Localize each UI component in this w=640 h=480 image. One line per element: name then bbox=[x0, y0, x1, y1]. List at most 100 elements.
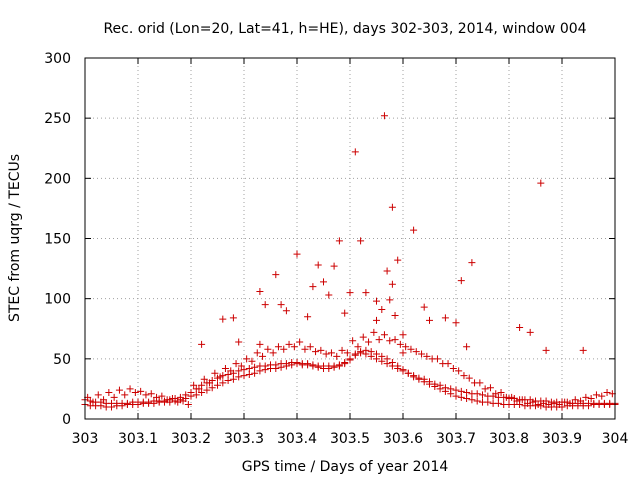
data-point-marker bbox=[335, 362, 343, 370]
data-point-marker bbox=[296, 338, 304, 346]
data-point-marker bbox=[380, 112, 388, 120]
y-tick-label: 50 bbox=[53, 352, 71, 368]
y-tick-label: 250 bbox=[44, 111, 71, 127]
x-tick-label: 303.6 bbox=[383, 431, 423, 447]
data-point-marker bbox=[229, 375, 237, 383]
data-point-marker bbox=[373, 316, 380, 324]
data-point-marker bbox=[314, 363, 322, 371]
data-point-marker bbox=[365, 338, 373, 346]
data-point-marker bbox=[251, 369, 259, 377]
data-point-marker bbox=[174, 398, 182, 406]
data-point-marker bbox=[198, 389, 206, 397]
data-point-marker bbox=[256, 287, 264, 295]
data-point-marker bbox=[566, 399, 574, 407]
data-point-marker bbox=[399, 331, 407, 339]
data-point-marker bbox=[269, 349, 277, 357]
data-point-marker bbox=[108, 403, 115, 411]
data-point-marker bbox=[304, 361, 312, 369]
data-point-marker bbox=[179, 397, 187, 405]
data-point-marker bbox=[426, 316, 433, 324]
y-tick-label: 0 bbox=[62, 412, 71, 428]
data-point-marker bbox=[410, 226, 418, 234]
data-point-marker bbox=[110, 393, 118, 401]
data-point-marker bbox=[468, 259, 476, 267]
data-point-marker bbox=[256, 340, 264, 348]
data-point-marker bbox=[282, 362, 290, 370]
data-point-marker bbox=[341, 309, 349, 317]
data-point-marker bbox=[158, 392, 166, 400]
data-point-marker bbox=[243, 355, 251, 363]
data-point-marker bbox=[587, 395, 595, 403]
data-point-marker bbox=[529, 398, 537, 406]
data-point-marker bbox=[214, 381, 221, 389]
data-point-marker bbox=[219, 379, 227, 387]
data-point-marker bbox=[150, 399, 158, 407]
data-point-marker bbox=[235, 367, 243, 375]
data-point-marker bbox=[391, 312, 399, 320]
data-point-marker bbox=[280, 345, 288, 353]
data-point-marker bbox=[288, 361, 296, 369]
data-point-marker bbox=[603, 389, 611, 397]
data-point-marker bbox=[240, 366, 248, 374]
data-point-marker bbox=[118, 402, 126, 410]
data-point-marker bbox=[327, 349, 335, 357]
data-point-marker bbox=[187, 392, 195, 400]
data-point-marker bbox=[293, 360, 301, 368]
x-tick-label: 303.8 bbox=[489, 431, 529, 447]
data-point-marker bbox=[290, 343, 298, 351]
tick-label-layer: 303 303.1 303.2 303.3 303.4 303.5 303.6 303.7 30… bbox=[44, 51, 628, 447]
data-point-marker bbox=[513, 397, 521, 405]
data-point-marker bbox=[272, 364, 280, 372]
data-point-marker bbox=[100, 396, 108, 404]
data-point-marker bbox=[420, 378, 428, 386]
data-point-marker bbox=[441, 387, 449, 395]
data-point-marker bbox=[131, 389, 139, 397]
data-point-marker bbox=[97, 402, 105, 410]
data-point-marker bbox=[516, 401, 524, 409]
data-point-marker bbox=[216, 373, 224, 381]
data-point-marker bbox=[418, 350, 426, 358]
x-tick-label: 303.5 bbox=[330, 431, 370, 447]
data-point-marker bbox=[378, 352, 386, 360]
data-point-marker bbox=[539, 399, 547, 407]
data-point-marker bbox=[195, 385, 203, 393]
data-point-marker bbox=[208, 384, 216, 392]
data-point-marker bbox=[526, 328, 534, 336]
data-point-marker bbox=[492, 390, 500, 398]
data-point-marker bbox=[277, 363, 285, 371]
data-point-marker bbox=[293, 250, 301, 258]
data-point-marker bbox=[592, 391, 600, 399]
data-point-marker bbox=[479, 391, 486, 399]
data-point-marker bbox=[147, 390, 155, 398]
plot-frame bbox=[84, 57, 616, 420]
data-point-marker bbox=[115, 386, 123, 394]
x-tick-label: 303.4 bbox=[277, 431, 317, 447]
data-point-marker bbox=[431, 383, 439, 391]
data-point-marker bbox=[426, 380, 433, 388]
data-point-marker bbox=[457, 387, 465, 395]
data-point-marker bbox=[386, 296, 394, 304]
data-point-marker bbox=[402, 343, 410, 351]
data-point-marker bbox=[272, 271, 280, 279]
data-point-marker bbox=[341, 360, 349, 368]
data-point-marker bbox=[396, 340, 404, 348]
y-tick-label: 150 bbox=[44, 232, 71, 248]
data-point-marker bbox=[248, 357, 256, 365]
data-point-marker bbox=[537, 179, 545, 187]
data-point-marker bbox=[343, 349, 351, 357]
data-point-marker bbox=[423, 352, 431, 360]
data-point-marker bbox=[399, 349, 407, 357]
data-point-marker bbox=[219, 315, 227, 323]
data-point-marker bbox=[277, 301, 285, 309]
data-point-marker bbox=[524, 399, 532, 407]
data-point-marker bbox=[346, 356, 354, 364]
data-point-marker bbox=[309, 362, 317, 370]
data-point-marker bbox=[163, 396, 171, 404]
data-point-marker bbox=[436, 385, 444, 393]
data-point-marker bbox=[428, 355, 436, 363]
data-point-marker bbox=[320, 278, 327, 286]
x-tick-label: 303.9 bbox=[542, 431, 582, 447]
data-point-marker bbox=[211, 369, 219, 377]
data-point-marker bbox=[338, 346, 346, 354]
data-point-marker bbox=[391, 336, 399, 344]
